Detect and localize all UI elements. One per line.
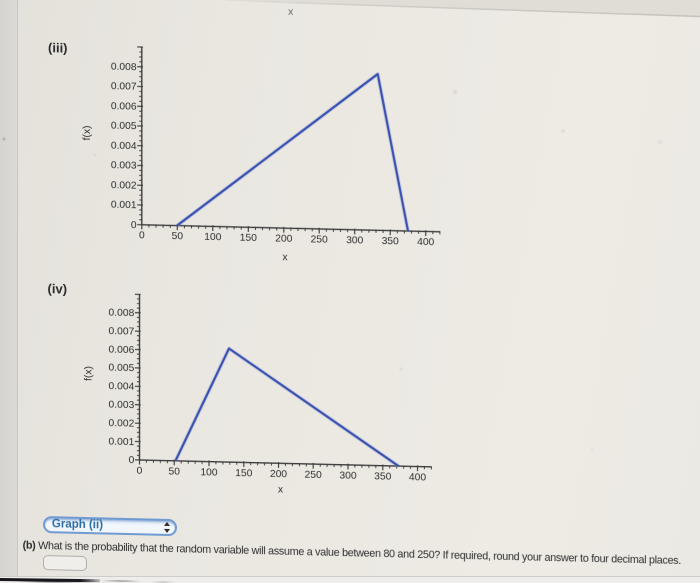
svg-text:300: 300 — [339, 470, 356, 481]
svg-text:300: 300 — [346, 235, 363, 246]
svg-text:350: 350 — [382, 236, 399, 247]
svg-text:0.007: 0.007 — [111, 81, 137, 93]
svg-text:350: 350 — [374, 471, 391, 482]
svg-text:250: 250 — [305, 470, 322, 481]
svg-text:0.004: 0.004 — [111, 141, 137, 153]
svg-text:0.001: 0.001 — [109, 436, 135, 448]
svg-text:x: x — [278, 485, 284, 496]
svg-text:0.003: 0.003 — [109, 400, 135, 412]
svg-text:200: 200 — [270, 469, 287, 480]
svg-text:0.008: 0.008 — [109, 308, 135, 320]
svg-text:0.008: 0.008 — [111, 62, 137, 74]
svg-text:100: 100 — [204, 232, 221, 243]
svg-text:0.001: 0.001 — [111, 200, 137, 212]
svg-text:f(x): f(x) — [84, 366, 95, 381]
svg-text:0: 0 — [139, 230, 145, 241]
svg-text:50: 50 — [172, 231, 184, 242]
svg-text:200: 200 — [275, 234, 292, 245]
svg-text:f(x): f(x) — [82, 125, 93, 140]
svg-text:0: 0 — [129, 455, 135, 466]
svg-text:0: 0 — [137, 466, 143, 477]
svg-text:0.003: 0.003 — [111, 160, 137, 172]
svg-text:50: 50 — [168, 466, 180, 477]
svg-text:0.002: 0.002 — [111, 180, 137, 192]
svg-text:0.005: 0.005 — [109, 363, 135, 375]
svg-text:400: 400 — [409, 472, 426, 483]
svg-text:400: 400 — [417, 237, 434, 248]
svg-text:0.007: 0.007 — [109, 326, 135, 338]
svg-text:0.004: 0.004 — [109, 381, 135, 393]
svg-text:0.006: 0.006 — [111, 101, 137, 113]
svg-text:x: x — [282, 252, 288, 263]
svg-text:100: 100 — [200, 467, 217, 478]
svg-text:250: 250 — [311, 235, 328, 246]
svg-text:0.006: 0.006 — [109, 344, 135, 356]
svg-text:150: 150 — [240, 233, 257, 244]
svg-text:150: 150 — [235, 468, 252, 479]
svg-text:0: 0 — [131, 220, 137, 231]
svg-text:0.005: 0.005 — [111, 121, 137, 133]
svg-text:0.002: 0.002 — [109, 418, 135, 430]
